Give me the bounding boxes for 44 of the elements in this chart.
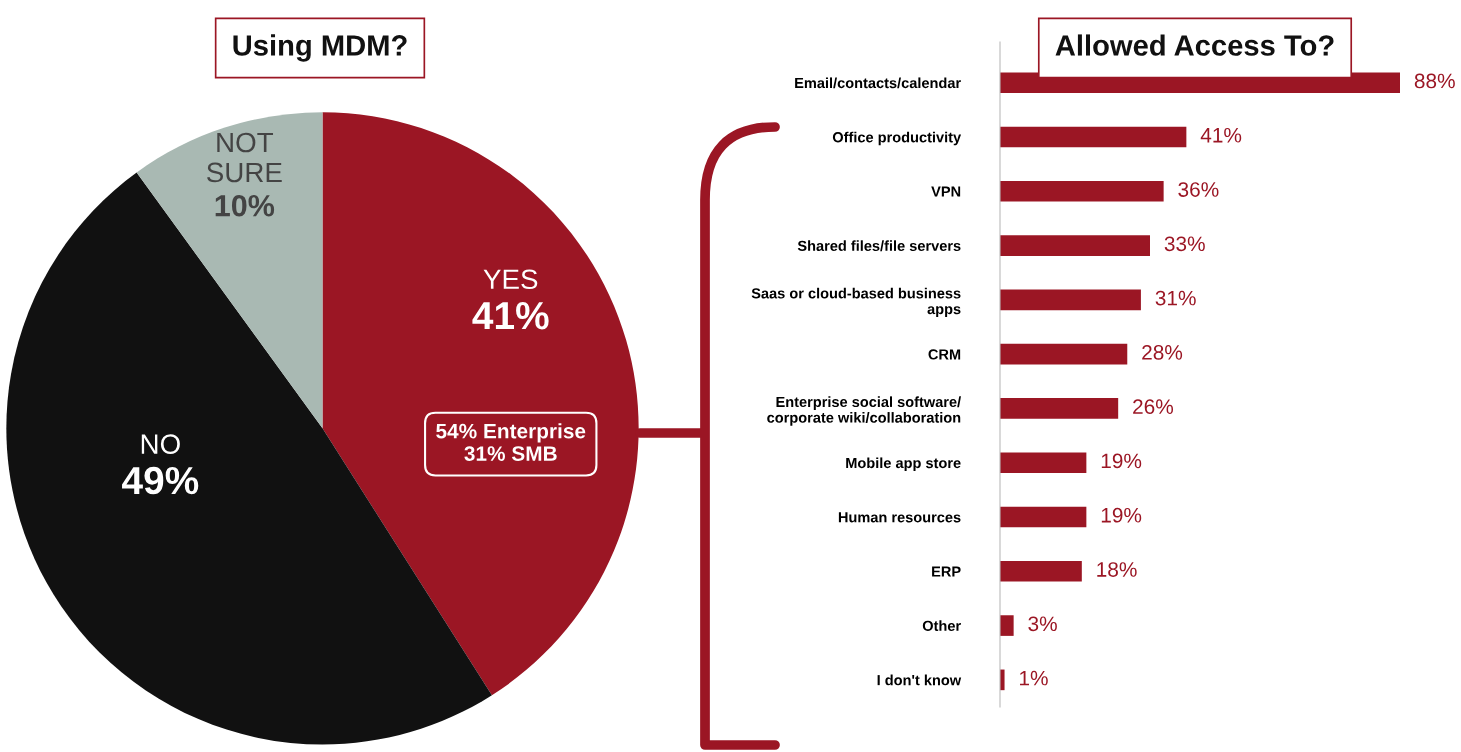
data-label: 1% <box>1020 670 1048 686</box>
y-tick-label: Mobile app store <box>846 457 961 472</box>
y-tick-label: VPN <box>931 186 961 197</box>
chart-title: Using MDM? <box>233 34 407 62</box>
bar <box>1000 235 1150 256</box>
bar <box>1000 126 1187 148</box>
bar <box>1000 560 1082 582</box>
bar <box>1000 398 1119 419</box>
bar <box>1000 289 1141 311</box>
y-tick-label: CRM <box>928 349 961 360</box>
data-label: 19% <box>1101 453 1142 469</box>
data-label: 19% <box>1101 507 1142 523</box>
y-tick-label: Office productivity <box>832 131 962 146</box>
y-tick-label: ERP <box>932 566 961 577</box>
data-label: 10% <box>215 194 275 217</box>
y-tick-label: Human resources <box>838 512 961 523</box>
y-tick-label: I don't know <box>877 674 962 686</box>
chart-title: Allowed Access To? <box>1055 34 1334 56</box>
pie-slice <box>136 112 323 429</box>
y-tick-label: Email/contacts/calendar <box>795 77 961 89</box>
data-label: 31% <box>1155 290 1196 306</box>
bar <box>1000 452 1087 474</box>
data-label: 88% <box>1414 73 1455 89</box>
slice-label: NO <box>141 434 180 454</box>
bar <box>1000 506 1087 528</box>
slice-label: NOT SURE <box>207 132 282 183</box>
bar <box>1000 180 1164 202</box>
text: 54% Enterprise 31% SMB <box>436 423 586 461</box>
data-label: 33% <box>1164 236 1205 252</box>
y-tick-label: Shared files/file servers <box>797 240 961 252</box>
data-label: 41% <box>1200 127 1242 143</box>
bar <box>1000 615 1014 636</box>
data-label: 26% <box>1133 399 1174 415</box>
data-label: 41% <box>472 302 549 330</box>
slice-label: YES <box>483 269 538 290</box>
data-label: 28% <box>1142 344 1183 360</box>
data-label: 36% <box>1178 182 1219 197</box>
data-label: 49% <box>122 466 199 495</box>
bar <box>1000 343 1128 365</box>
y-tick-label: Other <box>922 620 961 631</box>
y-tick-label: Enterprise social software/ corporate wiki/collaboration <box>767 396 961 426</box>
data-label: 3% <box>1028 616 1057 632</box>
y-tick-label: Saas or cloud-based business apps <box>751 287 961 318</box>
data-label: 18% <box>1097 562 1137 577</box>
